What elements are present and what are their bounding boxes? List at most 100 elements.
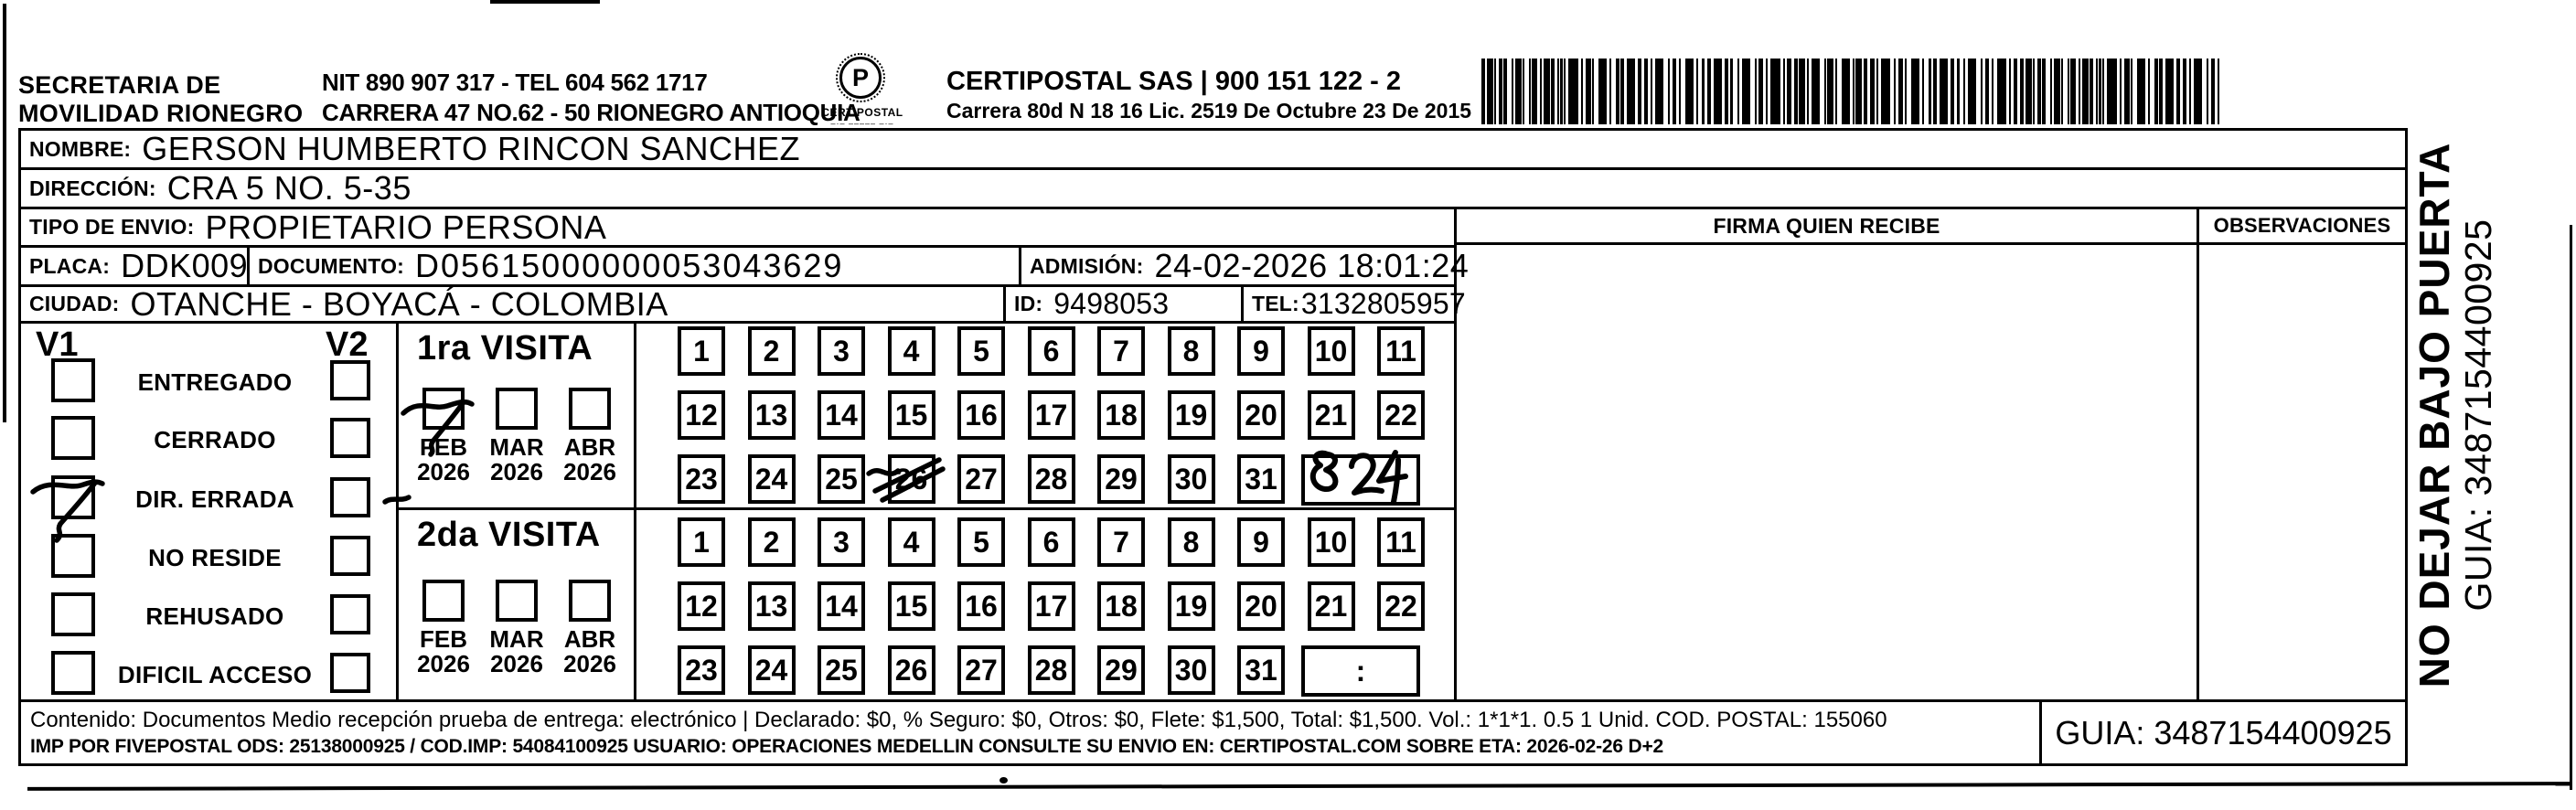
second-visit-day-cell-30: 30: [1167, 645, 1215, 695]
sender-org-line1: SECRETARIA DE: [18, 71, 221, 99]
second-visit-day-cell-28: 28: [1027, 645, 1075, 695]
second-visit-day-cell-27: 27: [957, 645, 1005, 695]
sender-address-line: CARRERA 47 NO.62 - 50 RIONEGRO ANTIOQUIA: [322, 99, 860, 126]
documento-cell: DOCUMENTO: D05615000000053043629: [247, 245, 1021, 287]
v1-checkbox-dificil-acceso: [51, 651, 95, 695]
carrier-info-block: CERTIPOSTAL SAS | 900 151 122 - 2 Carrer…: [946, 66, 1471, 124]
first-visit-day-cell-18: 18: [1097, 390, 1145, 440]
first-visit-day-cell-27: 27: [957, 454, 1005, 504]
ciudad-cell: CIUDAD: OTANCHE - BOYACÁ - COLOMBIA: [18, 284, 1006, 324]
v1-column-header: V1: [36, 325, 79, 364]
first-visit-day-cell-16: 16: [957, 390, 1005, 440]
first-visit-title: 1ra VISITA: [417, 329, 593, 368]
firma-header: FIRMA QUIEN RECIBE: [1713, 213, 1940, 238]
second-visit-day-cell-18: 18: [1097, 581, 1145, 631]
v2-checkbox-entregado: [330, 360, 370, 400]
first-visit-day-cell-28: 28: [1027, 454, 1075, 504]
first-visit-day-cell-24: 24: [747, 454, 796, 504]
month-year: 2026: [563, 458, 616, 485]
sender-nit-line: NIT 890 907 317 - TEL 604 562 1717: [322, 69, 708, 96]
id-cell: ID: 9498053: [1003, 284, 1244, 324]
second-visit-day-cell-31: 31: [1237, 645, 1285, 695]
status-option-label: DIFICIL ACCESO: [117, 661, 313, 688]
firma-header-cell: FIRMA QUIEN RECIBE: [1454, 207, 2199, 245]
first-visit-month-checkbox-feb: [422, 388, 465, 430]
second-visit-day-cell-21: 21: [1307, 581, 1355, 631]
first-visit-day-cell-23: 23: [678, 454, 725, 504]
first-visit-day-cell-14: 14: [818, 390, 865, 440]
second-visit-day-grid: 1 2 3 4 5 6 7 8 9 10 11 12 13 14 15 16 17 18 19 20 21 22 23 24 2…: [634, 507, 1457, 702]
second-visit-day-cell-29: 29: [1097, 645, 1145, 695]
second-visit-day-cell-16: 16: [957, 581, 1005, 631]
second-visit-month-checkbox-feb: [422, 580, 465, 622]
second-visit-day-cell-7: 7: [1097, 517, 1145, 567]
sender-contact-block: NIT 890 907 317 - TEL 604 562 1717 CARRE…: [322, 68, 860, 128]
month-name: FEB: [420, 625, 467, 653]
v2-checkbox-dificil-acceso: [330, 653, 370, 693]
observaciones-header-cell: OBSERVACIONES: [2197, 207, 2408, 245]
first-visit-day-cell-30: 30: [1167, 454, 1215, 504]
placa-cell: PLACA: DDK009: [18, 245, 250, 287]
month-year: 2026: [417, 458, 470, 485]
side-strip-rotated-text: NO DEJAR BAJO PUERTA GUIA: 3487154400925: [2408, 128, 2503, 702]
tracking-barcode: [1481, 59, 2224, 124]
second-visit-day-cell-8: 8: [1167, 517, 1215, 567]
documento-label: DOCUMENTO:: [258, 253, 405, 278]
ciudad-label: CIUDAD:: [29, 292, 120, 315]
placa-label: PLACA:: [29, 253, 111, 278]
v2-checkbox-no-reside: [330, 536, 370, 576]
scan-artifact: [490, 0, 600, 4]
month-year: 2026: [563, 650, 616, 677]
first-visit-day-cell-31: 31: [1237, 454, 1285, 504]
second-visit-day-cell-14: 14: [818, 581, 865, 631]
direccion-row: DIRECCIÓN: CRA 5 NO. 5-35: [18, 167, 2408, 209]
second-visit-day-cell-11: 11: [1377, 517, 1425, 567]
first-visit-day-cell-11: 11: [1377, 326, 1425, 376]
sender-org-line2: MOVILIDAD RIONEGRO: [18, 100, 304, 127]
status-option-label: NO RESIDE: [148, 544, 282, 571]
second-visit-month-col-feb: FEB 2026: [408, 580, 479, 677]
second-visit-month-col-abr: ABR 2026: [554, 580, 625, 677]
month-name: ABR: [563, 433, 616, 461]
second-visit-day-cell-13: 13: [747, 581, 796, 631]
first-visit-day-cell-8: 8: [1167, 326, 1215, 376]
observaciones-area: [2197, 242, 2408, 702]
admision-label: ADMISIÓN:: [1030, 253, 1144, 278]
second-visit-day-cell-9: 9: [1237, 517, 1285, 567]
second-visit-day-cell-5: 5: [957, 517, 1005, 567]
guia-number: GUIA: 3487154400925: [2055, 713, 2392, 751]
placa-value: DDK009: [121, 247, 249, 284]
first-visit-month-checkbox-abr: [569, 388, 611, 430]
no-dejar-bajo-puerta-text: NO DEJAR BAJO PUERTA: [2410, 142, 2458, 688]
carrier-license-line: Carrera 80d N 18 16 Lic. 2519 De Octubre…: [946, 99, 1472, 123]
second-visit-month-checkbox-mar: [496, 580, 538, 622]
direccion-value: CRA 5 NO. 5-35: [166, 169, 412, 207]
first-visit-day-cell-19: 19: [1167, 390, 1215, 440]
documento-value: D05615000000053043629: [415, 247, 844, 284]
guia-number-cell: GUIA: 3487154400925: [2039, 699, 2408, 766]
second-visit-month-panel: 2da VISITA FEB 2026 MAR 2026 ABR 2026: [396, 507, 636, 702]
first-visit-day-cell-3: 3: [818, 326, 865, 376]
second-visit-day-cell-10: 10: [1307, 517, 1355, 567]
status-option-label: DIR. ERRADA: [135, 485, 294, 513]
carrier-name-line: CERTIPOSTAL SAS | 900 151 122 - 2: [946, 67, 1402, 96]
first-visit-day-cell-9: 9: [1237, 326, 1285, 376]
second-visit-month-col-mar: MAR 2026: [481, 580, 552, 677]
first-visit-month-col-mar: MAR 2026: [481, 388, 552, 485]
v1-checkbox-rehusado: [51, 592, 95, 636]
second-visit-day-cell-4: 4: [887, 517, 935, 567]
month-year: 2026: [490, 458, 543, 485]
month-name: MAR: [489, 433, 544, 461]
tipo-envio-row: TIPO DE ENVIO: PROPIETARIO PERSONA: [18, 207, 1457, 248]
month-name: MAR: [489, 625, 544, 653]
scan-artifact: [27, 782, 2571, 791]
first-visit-day-cell-21: 21: [1307, 390, 1355, 440]
scan-artifact: [999, 777, 1008, 783]
second-visit-day-cell-23: 23: [678, 645, 725, 695]
logo-subcaption: –·– ––––– –·–: [830, 119, 894, 128]
logo-caption: CERTIPOSTAL: [821, 106, 903, 119]
second-visit-day-cell-17: 17: [1027, 581, 1075, 631]
contenido-line: Contenido: Documentos Medio recepción pr…: [30, 708, 1887, 732]
v1-checkbox-cerrado: [51, 416, 95, 460]
